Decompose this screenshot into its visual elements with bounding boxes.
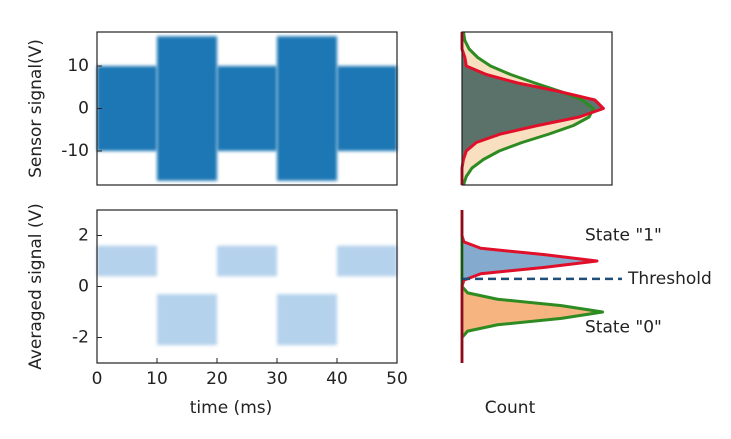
y-axis-label: Sensor signal(V) xyxy=(26,39,46,178)
x-tick-label: 50 xyxy=(386,369,408,389)
y-axis-label: Averaged signal (V) xyxy=(26,203,46,370)
state-label: State "0" xyxy=(585,317,662,337)
density-curve xyxy=(460,210,605,363)
noise-band xyxy=(277,36,337,181)
x-tick-label: 10 xyxy=(146,369,168,389)
noise-band xyxy=(97,245,157,277)
density-curve xyxy=(461,31,595,186)
noise-band xyxy=(337,245,397,277)
noise-band xyxy=(157,294,217,346)
noise-band xyxy=(337,66,397,151)
noise-band xyxy=(97,66,157,151)
state-label: State "1" xyxy=(585,226,662,246)
noise-band xyxy=(217,66,277,151)
x-tick-label: 30 xyxy=(266,369,288,389)
density-area xyxy=(462,210,603,363)
x-tick-label: 20 xyxy=(206,369,228,389)
y-tick-label: 0 xyxy=(78,277,89,297)
x-axis-label: time (ms) xyxy=(190,398,273,418)
y-tick-label: -2 xyxy=(72,328,89,348)
noise-band xyxy=(277,294,337,346)
density-curve xyxy=(460,32,605,185)
noise-band xyxy=(157,36,217,181)
y-tick-label: 10 xyxy=(67,56,89,76)
y-tick-label: -10 xyxy=(61,141,89,161)
y-tick-label: 2 xyxy=(78,226,89,246)
density-area xyxy=(462,32,604,185)
x-axis-label: Count xyxy=(485,398,536,418)
density-area xyxy=(462,210,597,363)
x-tick-label: 0 xyxy=(92,369,103,389)
threshold-label: Threshold xyxy=(627,269,712,289)
axes-frame xyxy=(461,31,613,186)
y-tick-label: 0 xyxy=(78,99,89,119)
x-tick-label: 40 xyxy=(326,369,348,389)
density-curve xyxy=(460,210,599,363)
axes-frame xyxy=(96,209,398,364)
noise-band xyxy=(217,245,277,277)
